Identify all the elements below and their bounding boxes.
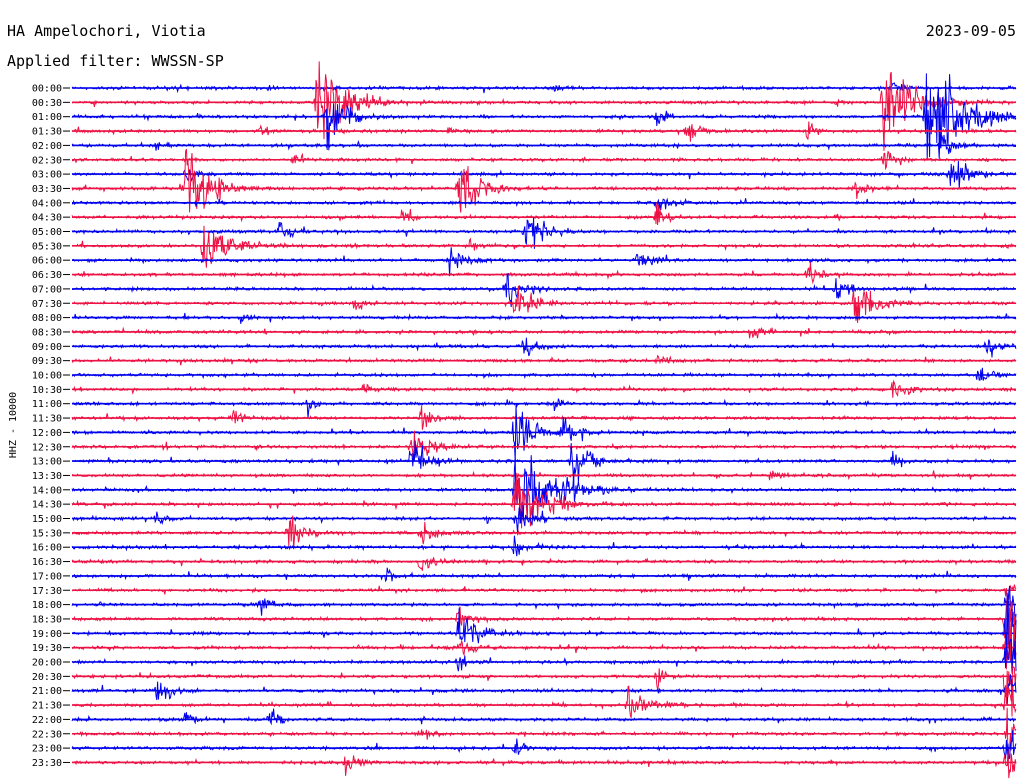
- seismogram-trace: [72, 247, 1017, 277]
- time-tick-label: 19:30: [32, 643, 62, 654]
- time-tick-label: 11:30: [32, 414, 62, 425]
- seismogram-trace: [71, 557, 1017, 571]
- time-tick-label: 00:30: [32, 98, 62, 109]
- time-tick-label: 04:00: [32, 198, 62, 209]
- time-tick-label: 11:00: [32, 399, 62, 410]
- time-tick-label: 08:30: [32, 327, 62, 338]
- station-title: HA Ampelochori, Viotia: [7, 22, 206, 40]
- time-tick-label: 08:00: [32, 313, 62, 324]
- time-tick-label: 10:30: [32, 385, 62, 396]
- time-tick-label: 18:30: [32, 614, 62, 625]
- time-tick-label: 06:00: [32, 256, 62, 267]
- time-tick-label: 10:00: [32, 371, 62, 382]
- filter-label: Applied filter: WWSSN-SP: [7, 52, 224, 70]
- time-tick-label: 09:30: [32, 356, 62, 367]
- seismogram-trace: [71, 337, 1017, 358]
- time-tick-label: 18:00: [32, 600, 62, 611]
- time-tick-label: 04:30: [32, 213, 62, 224]
- seismogram-trace: [71, 134, 1016, 159]
- time-tick-label: 01:30: [32, 127, 62, 138]
- seismogram-trace: [71, 148, 1017, 213]
- time-tick-label: 02:30: [32, 155, 62, 166]
- time-tick-label: 03:00: [32, 170, 62, 181]
- time-tick-label: 21:30: [32, 701, 62, 712]
- time-tick-label: 13:00: [32, 457, 62, 468]
- seismogram-trace: [71, 633, 1017, 672]
- time-tick-label: 17:30: [32, 586, 62, 597]
- time-tick-label: 16:30: [32, 557, 62, 568]
- time-tick-labels: 00:00 00:30 01:00 01:30 02:00 02:30 03:00 03:30…: [32, 84, 70, 769]
- time-tick-label: 02:00: [32, 141, 62, 152]
- time-tick-label: 15:30: [32, 528, 62, 539]
- time-tick-label: 07:00: [32, 284, 62, 295]
- time-tick-label: 06:30: [32, 270, 62, 281]
- time-tick-label: 21:00: [32, 686, 62, 697]
- seismogram-trace: [71, 584, 1017, 601]
- time-tick-label: 12:00: [32, 428, 62, 439]
- time-tick-label: 22:30: [32, 729, 62, 740]
- seismogram-trace: [71, 61, 1017, 151]
- time-tick-label: 20:00: [32, 658, 62, 669]
- time-tick-label: 17:00: [32, 571, 62, 582]
- time-tick-label: 22:00: [32, 715, 62, 726]
- seismogram-trace: [71, 197, 1017, 211]
- time-tick-label: 09:00: [32, 342, 62, 353]
- time-tick-label: 23:00: [32, 744, 62, 755]
- time-tick-label: 19:00: [32, 629, 62, 640]
- time-tick-label: 23:30: [32, 758, 62, 769]
- time-tick-label: 05:00: [32, 227, 62, 238]
- seismogram-trace: [71, 326, 1017, 339]
- time-tick-label: 14:30: [32, 500, 62, 511]
- seismogram-trace: [71, 567, 1017, 583]
- time-tick-label: 05:30: [32, 241, 62, 252]
- seismogram-trace: [71, 160, 1017, 190]
- time-tick-label: 01:00: [32, 112, 62, 123]
- seismogram-trace: [71, 674, 1017, 705]
- seismogram-trace: [71, 707, 1017, 766]
- channel-axis-label: HHZ - 10000: [8, 392, 19, 458]
- seismogram-trace: [71, 507, 1017, 534]
- date-label: 2023-09-05: [925, 22, 1016, 40]
- seismogram-trace: [71, 272, 1017, 308]
- time-tick-label: 07:30: [32, 299, 62, 310]
- seismogram-trace: [71, 405, 1017, 463]
- time-tick-label: 12:30: [32, 442, 62, 453]
- seismogram-trace: [71, 262, 1017, 285]
- time-tick-label: 00:00: [32, 84, 62, 95]
- seismogram-trace: [71, 670, 1017, 718]
- seismogram-trace: [71, 750, 1017, 779]
- seismogram-trace: [71, 708, 1017, 726]
- time-tick-label: 16:00: [32, 543, 62, 554]
- seismogram-trace: [71, 535, 1017, 557]
- seismogram-trace: [71, 398, 1017, 419]
- time-tick-label: 03:30: [32, 184, 62, 195]
- time-tick-label: 13:30: [32, 471, 62, 482]
- time-tick-label: 20:30: [32, 672, 62, 683]
- seismogram-traces: [71, 61, 1017, 779]
- time-tick-label: 15:00: [32, 514, 62, 525]
- time-tick-label: 14:00: [32, 485, 62, 496]
